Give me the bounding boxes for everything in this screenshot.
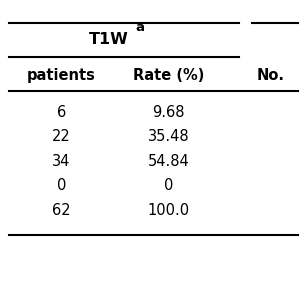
Text: No.: No. [256,68,284,83]
Text: patients: patients [27,68,96,83]
Text: 54.84: 54.84 [148,154,190,169]
Text: Rate (%): Rate (%) [133,68,204,83]
Text: 6: 6 [57,105,66,119]
Text: 9.68: 9.68 [153,105,185,119]
Text: a: a [135,21,144,34]
Text: 0: 0 [164,178,173,193]
Text: 100.0: 100.0 [148,203,190,218]
Text: 22: 22 [52,129,71,144]
Text: T1W: T1W [89,33,129,47]
Text: 34: 34 [52,154,71,169]
Text: 0: 0 [57,178,66,193]
Text: 62: 62 [52,203,71,218]
Text: 35.48: 35.48 [148,129,190,144]
